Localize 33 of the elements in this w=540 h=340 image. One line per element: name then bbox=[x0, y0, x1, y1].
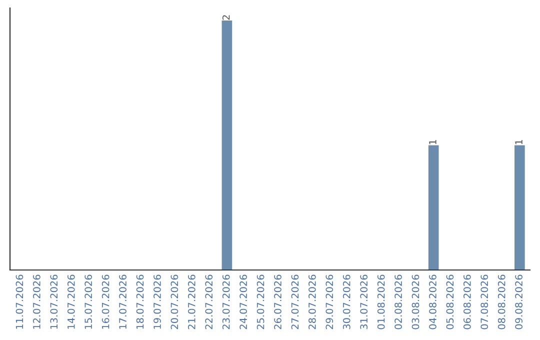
x-tick-label: 08.08.2026 bbox=[498, 274, 506, 330]
x-tick-label: 20.07.2026 bbox=[170, 274, 178, 330]
x-tick-label: 04.08.2026 bbox=[429, 274, 436, 330]
x-tick-label: 27.07.2026 bbox=[291, 274, 299, 330]
x-tick-label: 12.07.2026 bbox=[33, 274, 40, 329]
x-tick-label: 03.08.2026 bbox=[412, 274, 420, 330]
x-tick-label: 28.07.2026 bbox=[308, 274, 316, 330]
x-tick-label: 17.07.2026 bbox=[119, 274, 126, 329]
x-tick-label: 14.07.2026 bbox=[67, 274, 75, 329]
x-tick-label: 01.08.2026 bbox=[377, 274, 385, 330]
x-tick-label: 19.07.2026 bbox=[154, 274, 161, 329]
x-tick-label: 30.07.2026 bbox=[342, 274, 350, 330]
x-tick-label: 13.07.2026 bbox=[50, 274, 58, 329]
x-tick-label: 22.07.2026 bbox=[205, 274, 213, 330]
data-label: 1 bbox=[429, 140, 436, 144]
x-tick-label: 18.07.2026 bbox=[136, 274, 144, 329]
data-label: 2 bbox=[222, 15, 230, 20]
x-tick-label: 07.08.2026 bbox=[480, 274, 488, 330]
x-tick-label: 29.07.2026 bbox=[326, 274, 334, 330]
x-tick-label: 31.07.2026 bbox=[360, 274, 368, 330]
x-tick-label: 15.07.2026 bbox=[84, 274, 92, 329]
x-tick-label: 11.07.2026 bbox=[16, 274, 24, 329]
x-tick-label: 06.08.2026 bbox=[463, 274, 471, 330]
x-tick-label: 25.07.2026 bbox=[256, 274, 264, 330]
x-tick-label: 26.07.2026 bbox=[274, 274, 282, 330]
x-tick-label: 09.08.2026 bbox=[515, 274, 522, 330]
x-tick-label: 21.07.2026 bbox=[188, 274, 196, 330]
x-tick-label: 02.08.2026 bbox=[394, 274, 402, 330]
x-tick-label: 05.08.2026 bbox=[446, 274, 454, 330]
x-tick-label: 24.07.2026 bbox=[240, 274, 247, 330]
data-label: 1 bbox=[515, 140, 522, 144]
x-tick-label: 16.07.2026 bbox=[102, 274, 110, 329]
x-tick-label: 23.07.2026 bbox=[222, 274, 230, 330]
